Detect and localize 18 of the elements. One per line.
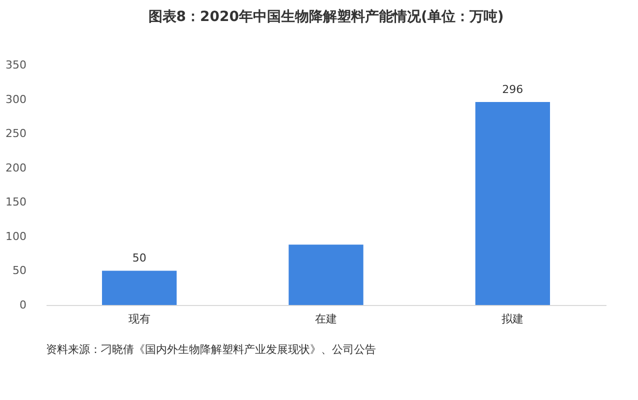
data-label: 296 bbox=[502, 83, 524, 96]
y-tick-label: 50 bbox=[12, 264, 26, 278]
x-tick-label: 拟建 bbox=[502, 312, 524, 326]
x-tick-label: 在建 bbox=[315, 312, 337, 326]
y-tick-label: 150 bbox=[6, 196, 26, 209]
data-label: 50 bbox=[132, 252, 146, 265]
y-tick-label: 200 bbox=[6, 161, 26, 174]
y-tick-label: 0 bbox=[20, 298, 26, 312]
x-tick-label: 现有 bbox=[128, 312, 150, 326]
y-tick-label: 100 bbox=[6, 230, 26, 243]
bar bbox=[475, 102, 550, 305]
bar bbox=[288, 244, 364, 305]
y-tick-label: 300 bbox=[6, 92, 26, 106]
text: 资料来源：刁晓倩《国内外生物降解塑料产业发展现状》、公司公告 bbox=[46, 343, 376, 356]
chart-title: 图表8：2020年中国生物降解塑料产能情况(单位：万吨) bbox=[148, 8, 504, 25]
y-tick-label: 250 bbox=[6, 127, 26, 140]
bar bbox=[102, 270, 177, 305]
y-tick-label: 350 bbox=[6, 58, 26, 72]
